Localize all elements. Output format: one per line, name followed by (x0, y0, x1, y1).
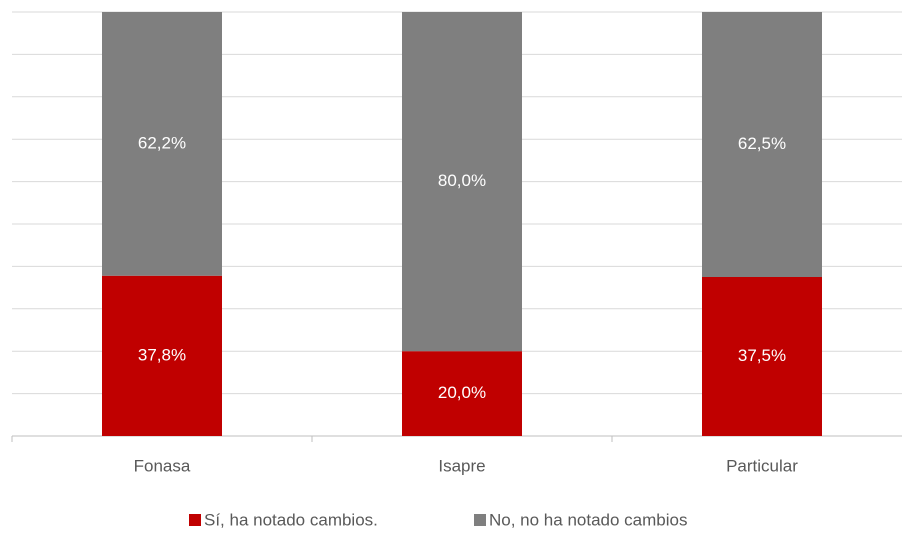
bar-segment (702, 12, 822, 277)
x-tick-label: Particular (726, 456, 798, 475)
bar-segment (402, 12, 522, 352)
x-tick-label: Isapre (438, 456, 485, 475)
data-label: 37,5% (738, 346, 786, 365)
legend-swatch (474, 514, 486, 526)
data-label: 80,0% (438, 171, 486, 190)
legend-label: No, no ha notado cambios (489, 510, 687, 529)
legend-swatch (189, 514, 201, 526)
legend-label: Sí, ha notado cambios. (204, 510, 378, 529)
bar-segment (102, 12, 222, 276)
data-label: 37,8% (138, 345, 186, 364)
bar-segment (402, 351, 522, 436)
x-tick-label: Fonasa (134, 456, 191, 475)
data-label: 62,2% (138, 133, 186, 152)
bar-segment (102, 275, 222, 436)
data-label: 62,5% (738, 134, 786, 153)
bar-segment (702, 277, 822, 436)
data-label: 20,0% (438, 383, 486, 402)
